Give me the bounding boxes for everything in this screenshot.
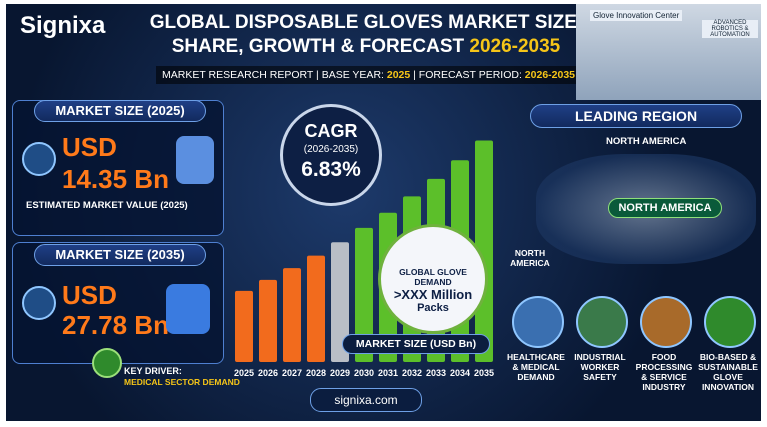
cagr-circle: CAGR (2026-2035) 6.83%	[280, 104, 382, 206]
x-tick-label: 2034	[450, 368, 470, 378]
pin-label: NORTH AMERICA	[606, 136, 687, 147]
subtitle-part: BASE YEAR:	[321, 69, 384, 81]
lab-image: Glove Innovation Center ADVANCED ROBOTIC…	[576, 4, 761, 100]
driver-icon	[704, 296, 756, 348]
x-tick-label: 2030	[354, 368, 374, 378]
x-tick-label: 2028	[306, 368, 326, 378]
cagr-label: CAGR	[304, 121, 358, 141]
chart-title: MARKET SIZE (USD Bn)	[342, 334, 490, 354]
panel-heading: MARKET SIZE (2035)	[34, 244, 206, 266]
image-label: ADVANCED ROBOTICS & AUTOMATION	[702, 20, 758, 38]
x-tick-label: 2031	[378, 368, 398, 378]
driver-icon	[512, 296, 564, 348]
title-years: 2026-2035	[469, 36, 561, 57]
region-heading: LEADING REGION	[530, 104, 742, 128]
demand-unit: Packs	[417, 302, 449, 314]
image-label: Glove Innovation Center	[590, 10, 683, 21]
driver-icon	[92, 348, 122, 378]
key-driver-text: MEDICAL SECTOR DEMAND	[124, 377, 240, 387]
x-tick-label: 2033	[426, 368, 446, 378]
demand-title: GLOBAL GLOVE DEMAND	[399, 267, 467, 287]
key-driver-label: KEY DRIVER:	[124, 366, 182, 376]
subtitle-part: 2025	[386, 69, 411, 81]
money-icon	[22, 142, 56, 176]
x-tick-label: 2026	[258, 368, 278, 378]
infographic: Signixa GLOBAL DISPOSABLE GLOVES MARKET …	[6, 4, 761, 421]
cagr-period: (2026-2035)	[303, 144, 359, 155]
currency: USD	[62, 280, 117, 310]
title-line: SHARE, GROWTH & FORECAST 2026-2035	[146, 36, 586, 58]
subtitle-part: 2026-2035	[524, 69, 576, 81]
x-tick-label: 2035	[474, 368, 494, 378]
panel-note: ESTIMATED MARKET VALUE (2025)	[26, 200, 188, 211]
subtitle-part: FORECAST PERIOD:	[418, 69, 522, 81]
title-line: GLOBAL DISPOSABLE GLOVES MARKET SIZE,	[149, 12, 583, 33]
value: 27.78 Bn	[62, 310, 169, 340]
demand-circle: GLOBAL GLOVE DEMAND >XXX Million Packs	[378, 224, 488, 334]
driver-label: HEALTHCARE & MEDICAL DEMAND	[507, 352, 565, 382]
cagr-value: 6.83%	[301, 158, 361, 181]
bar	[283, 268, 301, 362]
driver-icon	[640, 296, 692, 348]
driver-icon	[576, 296, 628, 348]
x-tick-label: 2032	[402, 368, 422, 378]
demand-value: >XXX Million	[393, 287, 473, 302]
driver-label: INDUSTRIAL WORKER SAFETY	[574, 352, 626, 382]
subtitle-part: MARKET RESEARCH REPORT	[162, 69, 314, 81]
bar	[235, 290, 253, 362]
driver-label: FOOD PROCESSING & SERVICE INDUSTRY	[635, 352, 693, 392]
x-tick-label: 2027	[282, 368, 302, 378]
x-tick-label: 2029	[330, 368, 350, 378]
region-banner: NORTH AMERICA	[608, 198, 722, 218]
bar	[331, 242, 349, 362]
panel-heading: MARKET SIZE (2025)	[34, 100, 206, 122]
bar	[355, 227, 373, 362]
map-label: NORTH AMERICA	[510, 248, 550, 268]
bar	[259, 279, 277, 362]
value: 14.35 Bn	[62, 164, 169, 194]
logo: Signixa	[20, 12, 106, 39]
subtitle: MARKET RESEARCH REPORT | BASE YEAR: 2025…	[156, 66, 582, 84]
title-text: SHARE, GROWTH & FORECAST	[171, 36, 465, 57]
footer: signixa.com	[310, 388, 422, 412]
glove-image	[176, 136, 214, 184]
x-tick-label: 2025	[234, 368, 254, 378]
driver-label: BIO-BASED & SUSTAINABLE GLOVE INNOVATION	[698, 352, 758, 392]
currency: USD	[62, 132, 117, 162]
bar	[307, 255, 325, 362]
money-icon	[22, 286, 56, 320]
glove-image	[166, 284, 210, 334]
